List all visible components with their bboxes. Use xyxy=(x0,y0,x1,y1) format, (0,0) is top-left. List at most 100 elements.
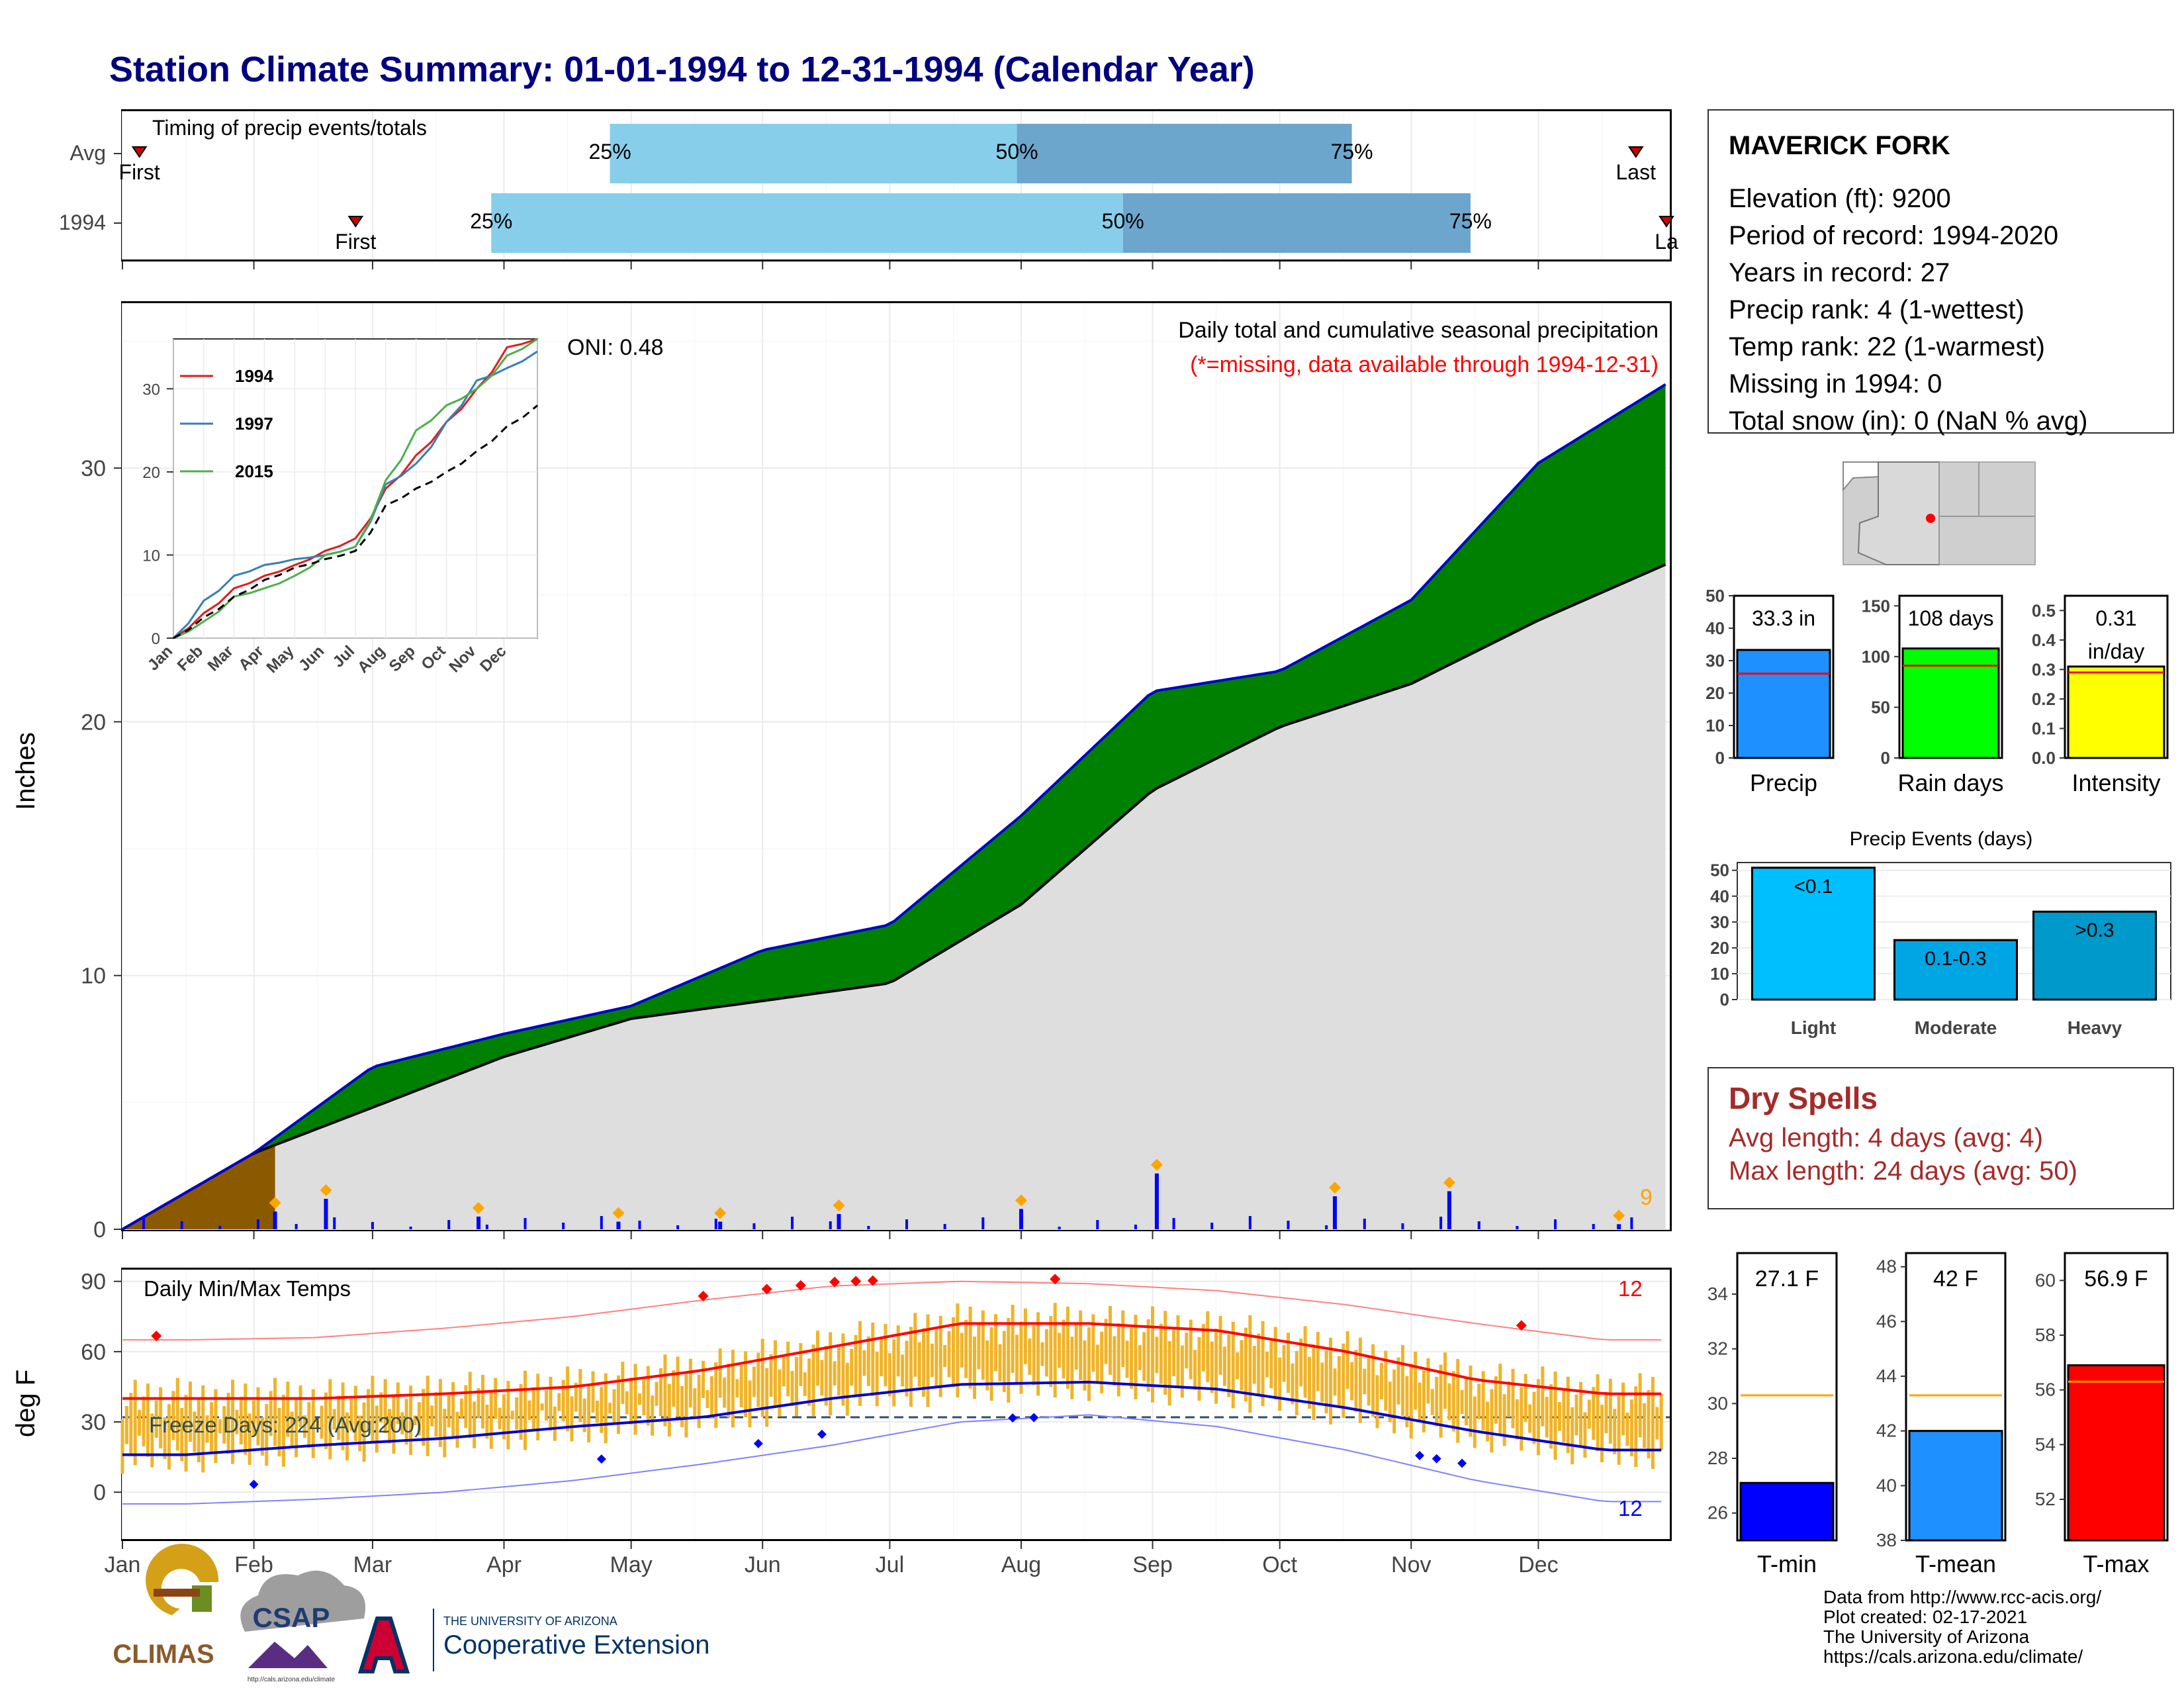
summary-y-tick-label: 0.3 xyxy=(2032,659,2056,679)
temp-summary-value-label: 27.1 F xyxy=(1755,1266,1819,1291)
event-value-label: <0.1 xyxy=(1794,876,1833,898)
temp-summary-y-tick-label: 26 xyxy=(1707,1503,1728,1523)
footer-line: The University of Arizona xyxy=(1823,1626,2030,1647)
summary-y-tick-label: 10 xyxy=(1706,716,1725,735)
summary-y-tick-label: 0.0 xyxy=(2032,748,2056,768)
summary-y-tick-label: 50 xyxy=(1871,697,1890,717)
y-tick-label: 20 xyxy=(81,710,106,735)
ua-line-1: THE UNIVERSITY OF ARIZONA xyxy=(443,1615,617,1628)
month-label: Mar xyxy=(353,1552,392,1577)
station-info-line: Period of record: 1994-2020 xyxy=(1729,221,2059,250)
y-tick-label: 10 xyxy=(81,964,106,989)
y-tick-label: 30 xyxy=(81,1410,106,1435)
station-info-line: Precip rank: 4 (1-wettest) xyxy=(1729,295,2025,324)
summary-value-label: 108 days xyxy=(1908,606,1994,630)
temp-summary-category-label: T-min xyxy=(1757,1550,1817,1577)
temp-summary-frame xyxy=(2064,1252,2169,1542)
events-plot-frame xyxy=(1737,862,2171,1000)
temp-summary-frame xyxy=(1736,1252,1838,1542)
csap-wordmark: CSAP xyxy=(253,1602,330,1633)
month-label: Sep xyxy=(1132,1552,1173,1577)
summary-y-tick-label: 0.2 xyxy=(2032,689,2056,709)
temp-summary-value-label: 56.9 F xyxy=(2084,1266,2148,1291)
station-info-line: Temp rank: 22 (1-warmest) xyxy=(1729,332,2045,361)
summary-category-label: Precip xyxy=(1750,769,1817,796)
y-tick-label: 0 xyxy=(93,1480,106,1505)
summary-bar xyxy=(1901,647,2000,759)
event-value-label: >0.3 xyxy=(2075,919,2114,941)
temp-summary-y-tick-label: 30 xyxy=(1707,1393,1728,1413)
summary-y-tick-label: 0.4 xyxy=(2032,630,2056,650)
month-label: Jan xyxy=(105,1552,141,1577)
summary-plot-frame xyxy=(1733,594,1835,759)
temp-summary-y-tick-label: 44 xyxy=(1876,1366,1897,1386)
summary-y-tick-label: 100 xyxy=(1862,647,1890,667)
temp-summary-bar xyxy=(2067,1364,2165,1542)
temp-summary-bar xyxy=(1908,1430,2003,1542)
precip-ylabel: Inches xyxy=(11,732,40,810)
temp-summary-bar xyxy=(1739,1481,1835,1542)
summary-bar xyxy=(2067,665,2165,759)
ua-logo: THE UNIVERSITY OF ARIZONA Cooperative Ex… xyxy=(357,1609,709,1673)
month-label: Dec xyxy=(1518,1552,1558,1577)
event-bar xyxy=(2032,910,2157,1001)
temp-summary-y-tick-label: 32 xyxy=(1707,1338,1728,1359)
temp-summary-y-tick-label: 34 xyxy=(1707,1284,1728,1304)
temp-panel xyxy=(121,1268,1672,1541)
temp-summary-category-label: T-max xyxy=(2083,1550,2149,1577)
temp-summary-value-label: 42 F xyxy=(1933,1266,1978,1291)
summary-bar xyxy=(1736,649,1831,759)
footer-line: https://cals.arizona.edu/climate/ xyxy=(1823,1646,2083,1667)
temp-summary-y-tick-label: 42 xyxy=(1876,1421,1897,1441)
page-title: Station Climate Summary: 01-01-1994 to 1… xyxy=(109,50,1255,89)
station-name: MAVERICK FORK xyxy=(1729,131,1950,160)
summary-y-tick-label: 0.5 xyxy=(2032,600,2056,620)
summary-value-label: 33.3 in xyxy=(1752,606,1815,630)
summary-category-label: Intensity xyxy=(2071,769,2160,796)
temp-summary-y-tick-label: 48 xyxy=(1876,1256,1897,1277)
events-y-tick-label: 0 xyxy=(1720,990,1729,1009)
temp-summary-category-label: T-mean xyxy=(1915,1550,1996,1577)
events-y-tick-label: 40 xyxy=(1710,886,1729,906)
summary-y-tick-label: 50 xyxy=(1706,586,1725,606)
summary-y-tick-label: 20 xyxy=(1706,683,1725,703)
summary-category-label: Rain days xyxy=(1897,769,2003,796)
climas-logo: CLIMAS xyxy=(113,1544,219,1669)
summary-y-tick-label: 30 xyxy=(1706,651,1725,671)
temp-summary-y-tick-label: 28 xyxy=(1707,1448,1728,1468)
temp-summary-y-tick-label: 58 xyxy=(2035,1325,2056,1345)
events-y-tick-label: 50 xyxy=(1710,861,1729,880)
y-tick-label: 30 xyxy=(81,456,106,481)
temp-summary-y-tick-label: 46 xyxy=(1876,1311,1897,1331)
summary-value-label: 0.31 xyxy=(2095,606,2136,630)
event-category-label: Heavy xyxy=(2068,1017,2122,1038)
timing-row-label: 1994 xyxy=(59,211,106,234)
dry-spells-max: Max length: 24 days (avg: 50) xyxy=(1729,1156,2077,1186)
footer-line: Data from http://www.rcc-acis.org/ xyxy=(1823,1587,2102,1607)
timing-row-label: Avg xyxy=(69,141,106,165)
temp-summary-y-tick-label: 60 xyxy=(2035,1270,2056,1290)
events-y-tick-label: 30 xyxy=(1710,912,1729,932)
events-y-tick-label: 20 xyxy=(1710,938,1729,958)
footer-credits: Data from http://www.rcc-acis.org/ Plot … xyxy=(1823,1587,2101,1667)
month-label: Nov xyxy=(1391,1552,1431,1577)
temp-summary-frame xyxy=(1905,1252,2007,1542)
events-title: Precip Events (days) xyxy=(1850,828,2033,850)
state-outline xyxy=(1843,461,1882,492)
event-value-label: 0.1-0.3 xyxy=(1925,948,1986,970)
summary-y-tick-label: 0 xyxy=(1881,748,1890,768)
temp-summary-y-tick-label: 40 xyxy=(1876,1475,1897,1495)
event-category-label: Light xyxy=(1791,1017,1836,1038)
month-label: Oct xyxy=(1262,1552,1297,1577)
y-tick-label: 60 xyxy=(81,1340,106,1365)
summary-y-tick-label: 0 xyxy=(1715,748,1725,768)
month-label: May xyxy=(610,1552,653,1577)
summary-y-tick-label: 150 xyxy=(1862,596,1890,616)
y-tick-label: 0 xyxy=(93,1217,106,1243)
station-location-marker xyxy=(1926,514,1935,523)
temp-ylabel: deg F xyxy=(11,1370,40,1437)
summary-y-tick-label: 0.1 xyxy=(2032,718,2056,738)
y-tick-label: 90 xyxy=(81,1270,106,1295)
station-info-line: Years in record: 27 xyxy=(1729,258,1950,287)
month-label: Aug xyxy=(1001,1552,1042,1577)
